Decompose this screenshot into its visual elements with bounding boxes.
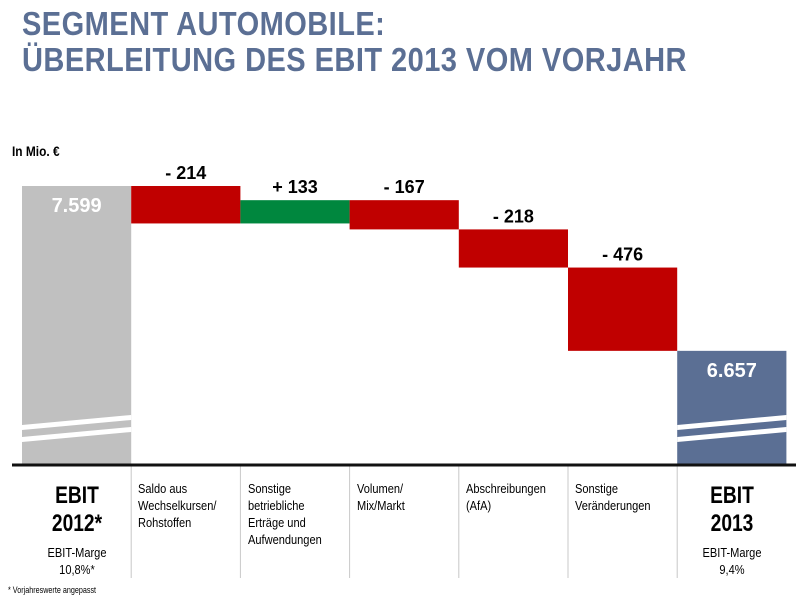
category-label: Saldo aus Wechselkursen/ Rohstoffen	[138, 481, 217, 530]
bar	[349, 200, 459, 230]
data-label: - 167	[384, 177, 425, 197]
axis-break	[677, 427, 787, 442]
unit-label: In Mio. €	[12, 143, 60, 159]
title-line-1: SEGMENT AUTOMOBILE:	[22, 5, 386, 42]
title-line-2: ÜBERLEITUNG DES EBIT 2013 VOM VORJAHR	[22, 41, 687, 78]
data-label: - 214	[165, 163, 206, 183]
bar	[240, 200, 350, 224]
axis-break	[22, 427, 132, 442]
data-label: - 218	[493, 206, 534, 226]
data-label: 7.599	[52, 195, 102, 217]
axis-break	[677, 415, 787, 430]
chart-title: SEGMENT AUTOMOBILE: ÜBERLEITUNG DES EBIT…	[22, 6, 687, 78]
footnote: * Vorjahreswerte angepasst	[8, 585, 97, 595]
category-end-margin: EBIT-Marge 9,4%	[702, 545, 762, 577]
category-start: EBIT 2012* EBIT-Marge 10,8%*	[22, 482, 132, 578]
category-end-title: EBIT 2013	[710, 482, 754, 537]
category-end: EBIT 2013 EBIT-Marge 9,4%	[677, 482, 787, 578]
category-start-title: EBIT 2012*	[51, 482, 103, 537]
category-label: Sonstige Veränderungen	[575, 481, 651, 513]
bar	[568, 267, 678, 351]
data-label: - 476	[602, 245, 643, 265]
data-label: + 133	[272, 177, 318, 197]
category-label: Sonstige betriebliche Erträge und Aufwen…	[248, 481, 322, 547]
bar	[677, 350, 787, 465]
bar	[458, 229, 568, 268]
category-start-margin: EBIT-Marge 10,8%*	[47, 545, 107, 577]
axis-break	[22, 415, 132, 430]
data-label: 6.657	[707, 360, 757, 382]
category-label: Volumen/ Mix/Markt	[357, 481, 405, 513]
category-label: Abschreibungen (AfA)	[466, 481, 546, 513]
bar	[131, 186, 241, 224]
